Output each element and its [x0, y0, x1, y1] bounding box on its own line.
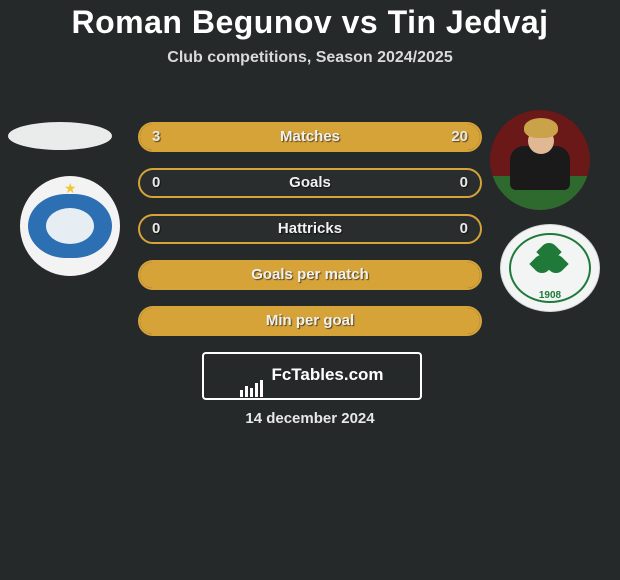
brand-text: FcTables.com [271, 365, 383, 384]
brand-badge: FcTables.com [202, 352, 422, 400]
page-subtitle: Club competitions, Season 2024/2025 [0, 49, 620, 67]
stat-label: Matches [140, 124, 480, 150]
brand-bars-icon [240, 355, 265, 397]
stat-row: Min per goal [138, 306, 482, 336]
stat-label: Goals [140, 170, 480, 196]
snapshot-date: 14 december 2024 [0, 410, 620, 427]
stat-row: 00Hattricks [138, 214, 482, 244]
stat-row: 00Goals [138, 168, 482, 198]
player2-photo [490, 110, 590, 210]
player1-photo [8, 122, 112, 150]
stat-row: Goals per match [138, 260, 482, 290]
player2-club-logo: 1908 [500, 224, 600, 312]
page-title: Roman Begunov vs Tin Jedvaj [0, 0, 620, 41]
stats-table: 320Matches 00Goals 00Hattricks Goals per ma… [138, 122, 482, 352]
stat-label: Hattricks [140, 216, 480, 242]
stat-label: Goals per match [140, 262, 480, 288]
stat-row: 320Matches [138, 122, 482, 152]
player1-club-logo: ★ [20, 176, 120, 276]
stat-label: Min per goal [140, 308, 480, 334]
